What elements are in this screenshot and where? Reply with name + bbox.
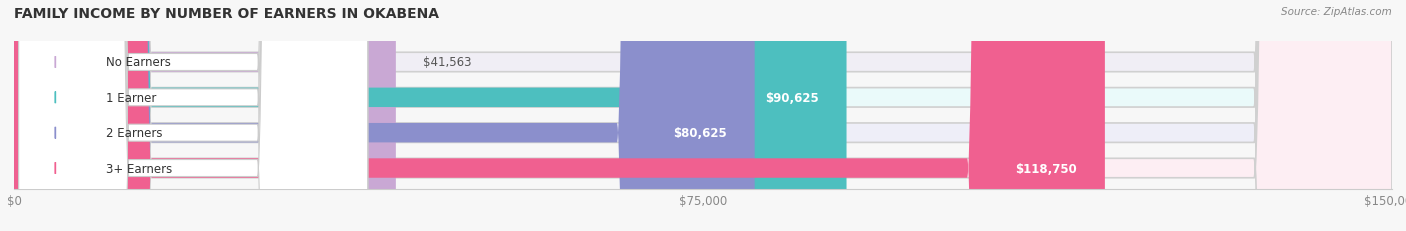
Text: No Earners: No Earners	[105, 56, 170, 69]
Text: $41,563: $41,563	[423, 56, 472, 69]
Text: 2 Earners: 2 Earners	[105, 127, 163, 140]
Text: 3+ Earners: 3+ Earners	[105, 162, 172, 175]
FancyBboxPatch shape	[18, 0, 368, 231]
Text: $90,625: $90,625	[765, 91, 818, 104]
FancyBboxPatch shape	[14, 0, 1392, 231]
FancyBboxPatch shape	[14, 0, 1392, 231]
Text: $118,750: $118,750	[1015, 162, 1077, 175]
FancyBboxPatch shape	[14, 0, 755, 231]
FancyBboxPatch shape	[14, 0, 846, 231]
FancyBboxPatch shape	[14, 0, 396, 231]
Text: $80,625: $80,625	[673, 127, 727, 140]
FancyBboxPatch shape	[18, 0, 368, 231]
Text: 1 Earner: 1 Earner	[105, 91, 156, 104]
FancyBboxPatch shape	[14, 0, 1392, 231]
FancyBboxPatch shape	[18, 0, 368, 231]
FancyBboxPatch shape	[14, 0, 1105, 231]
Text: FAMILY INCOME BY NUMBER OF EARNERS IN OKABENA: FAMILY INCOME BY NUMBER OF EARNERS IN OK…	[14, 7, 439, 21]
Text: Source: ZipAtlas.com: Source: ZipAtlas.com	[1281, 7, 1392, 17]
FancyBboxPatch shape	[18, 0, 368, 231]
FancyBboxPatch shape	[14, 0, 1392, 231]
